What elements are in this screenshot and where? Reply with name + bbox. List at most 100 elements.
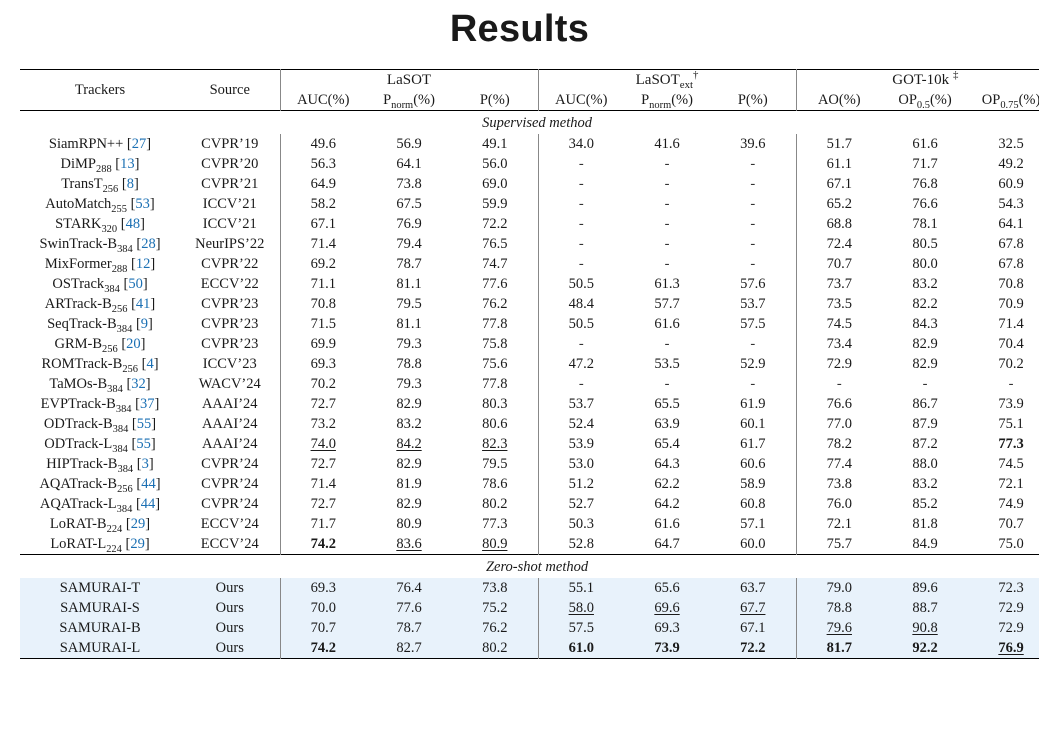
table-row: SAMURAI-TOurs69.376.473.855.165.663.779.… (20, 578, 1039, 598)
value-cell: 70.9 (968, 294, 1039, 314)
source-cell: Ours (180, 638, 280, 659)
m-got-op05: OP0.5(%) (882, 90, 968, 111)
value-cell: - (710, 254, 796, 274)
value-cell: 76.6 (882, 194, 968, 214)
value-cell: - (796, 374, 882, 394)
value-cell: 72.7 (280, 494, 366, 514)
table-row: AQATrack-B256 [44]CVPR’2471.481.978.651.… (20, 474, 1039, 494)
value-cell: - (710, 374, 796, 394)
tracker-cell: ODTrack-L384 [55] (20, 434, 180, 454)
source-cell: AAAI’24 (180, 434, 280, 454)
value-cell: 77.3 (968, 434, 1039, 454)
col-trackers: Trackers (20, 70, 180, 111)
source-cell: AAAI’24 (180, 414, 280, 434)
value-cell: 75.6 (452, 354, 538, 374)
value-cell: 72.7 (280, 394, 366, 414)
source-cell: CVPR’23 (180, 334, 280, 354)
tracker-cell: AQATrack-L384 [44] (20, 494, 180, 514)
group-lasot: LaSOT (280, 70, 538, 91)
value-cell: 76.4 (366, 578, 452, 598)
source-cell: CVPR’24 (180, 474, 280, 494)
value-cell: - (538, 234, 624, 254)
source-cell: ECCV’24 (180, 514, 280, 534)
value-cell: 83.2 (882, 474, 968, 494)
value-cell: 70.7 (280, 618, 366, 638)
table-row: ROMTrack-B256 [4]ICCV’2369.378.875.647.2… (20, 354, 1039, 374)
value-cell: 72.3 (968, 578, 1039, 598)
value-cell: 67.1 (710, 618, 796, 638)
value-cell: 82.3 (452, 434, 538, 454)
value-cell: 73.9 (624, 638, 710, 659)
source-cell: CVPR’21 (180, 174, 280, 194)
value-cell: 63.9 (624, 414, 710, 434)
value-cell: 79.3 (366, 374, 452, 394)
value-cell: 70.8 (968, 274, 1039, 294)
value-cell: 76.9 (366, 214, 452, 234)
value-cell: 77.6 (452, 274, 538, 294)
value-cell: - (710, 174, 796, 194)
tracker-cell: MixFormer288 [12] (20, 254, 180, 274)
value-cell: 76.2 (452, 618, 538, 638)
value-cell: 57.5 (538, 618, 624, 638)
value-cell: 62.2 (624, 474, 710, 494)
value-cell: 58.9 (710, 474, 796, 494)
m-ext-p: P(%) (710, 90, 796, 111)
value-cell: 79.0 (796, 578, 882, 598)
col-source: Source (180, 70, 280, 111)
value-cell: 60.8 (710, 494, 796, 514)
value-cell: 70.0 (280, 598, 366, 618)
table-head: Trackers Source LaSOT LaSOText† GOT-10k … (20, 70, 1039, 111)
table-row: AutoMatch255 [53]ICCV’2158.267.559.9---6… (20, 194, 1039, 214)
table-row: TransT256 [8]CVPR’2164.973.869.0---67.17… (20, 174, 1039, 194)
value-cell: 79.5 (366, 294, 452, 314)
tracker-cell: SiamRPN++ [27] (20, 134, 180, 154)
value-cell: 72.1 (796, 514, 882, 534)
value-cell: 71.7 (882, 154, 968, 174)
source-cell: CVPR’20 (180, 154, 280, 174)
source-cell: ICCV’21 (180, 194, 280, 214)
table-body: Supervised methodSiamRPN++ [27]CVPR’1949… (20, 111, 1039, 659)
value-cell: 72.4 (796, 234, 882, 254)
value-cell: 69.6 (624, 598, 710, 618)
value-cell: 67.1 (280, 214, 366, 234)
source-cell: Ours (180, 598, 280, 618)
value-cell: 58.0 (538, 598, 624, 618)
page-title: Results (20, 8, 1019, 51)
source-cell: CVPR’23 (180, 314, 280, 334)
table-row: SiamRPN++ [27]CVPR’1949.656.949.134.041.… (20, 134, 1039, 154)
value-cell: 83.2 (882, 274, 968, 294)
value-cell: 76.0 (796, 494, 882, 514)
value-cell: 53.7 (538, 394, 624, 414)
tracker-cell: TransT256 [8] (20, 174, 180, 194)
table-row: SwinTrack-B384 [28]NeurIPS’2271.479.476.… (20, 234, 1039, 254)
tracker-cell: LoRAT-L224 [29] (20, 534, 180, 555)
value-cell: 50.5 (538, 314, 624, 334)
tracker-cell: TaMOs-B384 [32] (20, 374, 180, 394)
group-lasotext: LaSOText† (538, 70, 796, 91)
source-cell: CVPR’22 (180, 254, 280, 274)
value-cell: 64.7 (624, 534, 710, 555)
value-cell: 69.9 (280, 334, 366, 354)
value-cell: 65.2 (796, 194, 882, 214)
tracker-cell: DiMP288 [13] (20, 154, 180, 174)
tracker-cell: LoRAT-B224 [29] (20, 514, 180, 534)
table-row: SeqTrack-B384 [9]CVPR’2371.581.177.850.5… (20, 314, 1039, 334)
source-cell: Ours (180, 618, 280, 638)
value-cell: 90.8 (882, 618, 968, 638)
value-cell: 59.9 (452, 194, 538, 214)
value-cell: 78.8 (366, 354, 452, 374)
value-cell: 80.9 (452, 534, 538, 555)
value-cell: 82.9 (882, 354, 968, 374)
value-cell: 60.9 (968, 174, 1039, 194)
value-cell: - (710, 194, 796, 214)
section-header: Zero-shot method (20, 555, 1039, 579)
value-cell: 73.9 (968, 394, 1039, 414)
value-cell: 86.7 (882, 394, 968, 414)
source-cell: CVPR’24 (180, 494, 280, 514)
value-cell: 71.4 (968, 314, 1039, 334)
tracker-cell: SAMURAI-S (20, 598, 180, 618)
value-cell: 53.7 (710, 294, 796, 314)
value-cell: 76.2 (452, 294, 538, 314)
value-cell: 89.6 (882, 578, 968, 598)
table-row: SAMURAI-SOurs70.077.675.258.069.667.778.… (20, 598, 1039, 618)
